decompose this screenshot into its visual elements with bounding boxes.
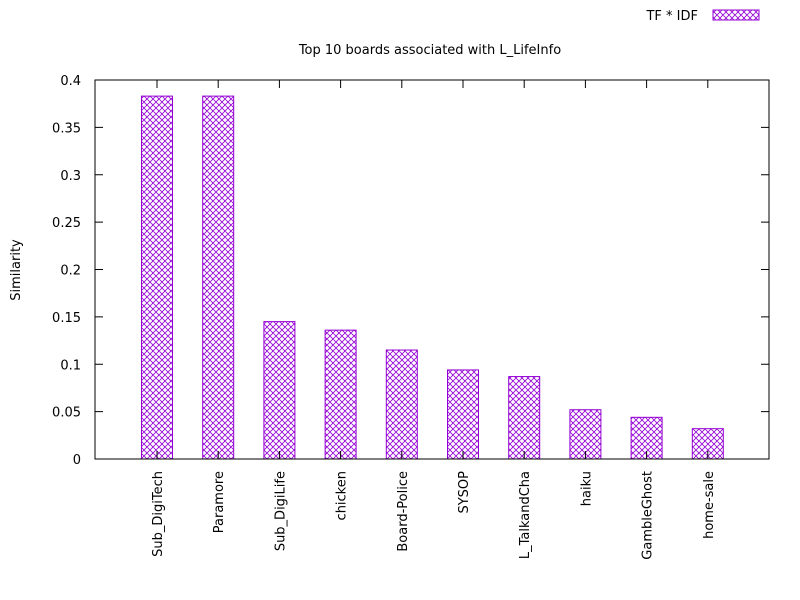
x-tick-label: home-sale xyxy=(702,471,717,539)
y-tick-label: 0.1 xyxy=(60,358,81,373)
y-tick-label: 0 xyxy=(73,453,81,468)
bar-sub-digitech xyxy=(141,95,173,460)
y-tick-label: 0.4 xyxy=(60,74,81,89)
legend: TF * IDF xyxy=(645,9,760,24)
plot-frame xyxy=(94,79,770,460)
bar-l-talkandcha xyxy=(508,376,541,460)
x-axis-ticks: Sub_DigiTech Paramore Sub_DigiLife chicken B… xyxy=(151,80,717,560)
y-axis-ticks: 0 0.05 0.1 0.15 0.2 0.25 0.3 0.35 0.4 xyxy=(52,74,769,468)
bar-board-police xyxy=(385,349,418,460)
x-tick-label: L_TalkandCha xyxy=(518,471,533,559)
y-tick-label: 0.2 xyxy=(60,264,81,279)
x-tick-label: Sub_DigiLife xyxy=(273,471,288,551)
x-tick-label: haiku xyxy=(579,471,594,506)
bar-chicken xyxy=(324,329,357,460)
x-tick-label: SYSOP xyxy=(457,471,472,514)
bars xyxy=(141,95,724,460)
legend-label: TF * IDF xyxy=(645,9,698,24)
y-tick-label: 0.35 xyxy=(52,121,81,136)
y-tick-label: 0.15 xyxy=(52,311,81,326)
chart-title: Top 10 boards associated with L_LifeInfo xyxy=(298,43,561,58)
x-tick-label: Paramore xyxy=(212,471,227,533)
x-tick-label: Sub_DigiTech xyxy=(151,471,166,557)
bar-sub-digilife xyxy=(263,321,296,460)
bar-paramore xyxy=(202,95,235,460)
bar-sysop xyxy=(447,369,479,460)
y-tick-label: 0.3 xyxy=(60,169,81,184)
y-axis-label: Similarity xyxy=(9,239,24,301)
x-tick-label: Board-Police xyxy=(396,471,411,552)
y-tick-label: 0.25 xyxy=(52,216,81,231)
x-tick-label: GambleGhost xyxy=(641,471,656,560)
bar-haiku xyxy=(569,409,602,460)
y-tick-label: 0.05 xyxy=(52,406,81,421)
legend-swatch xyxy=(712,9,760,21)
x-tick-label: chicken xyxy=(335,471,350,520)
